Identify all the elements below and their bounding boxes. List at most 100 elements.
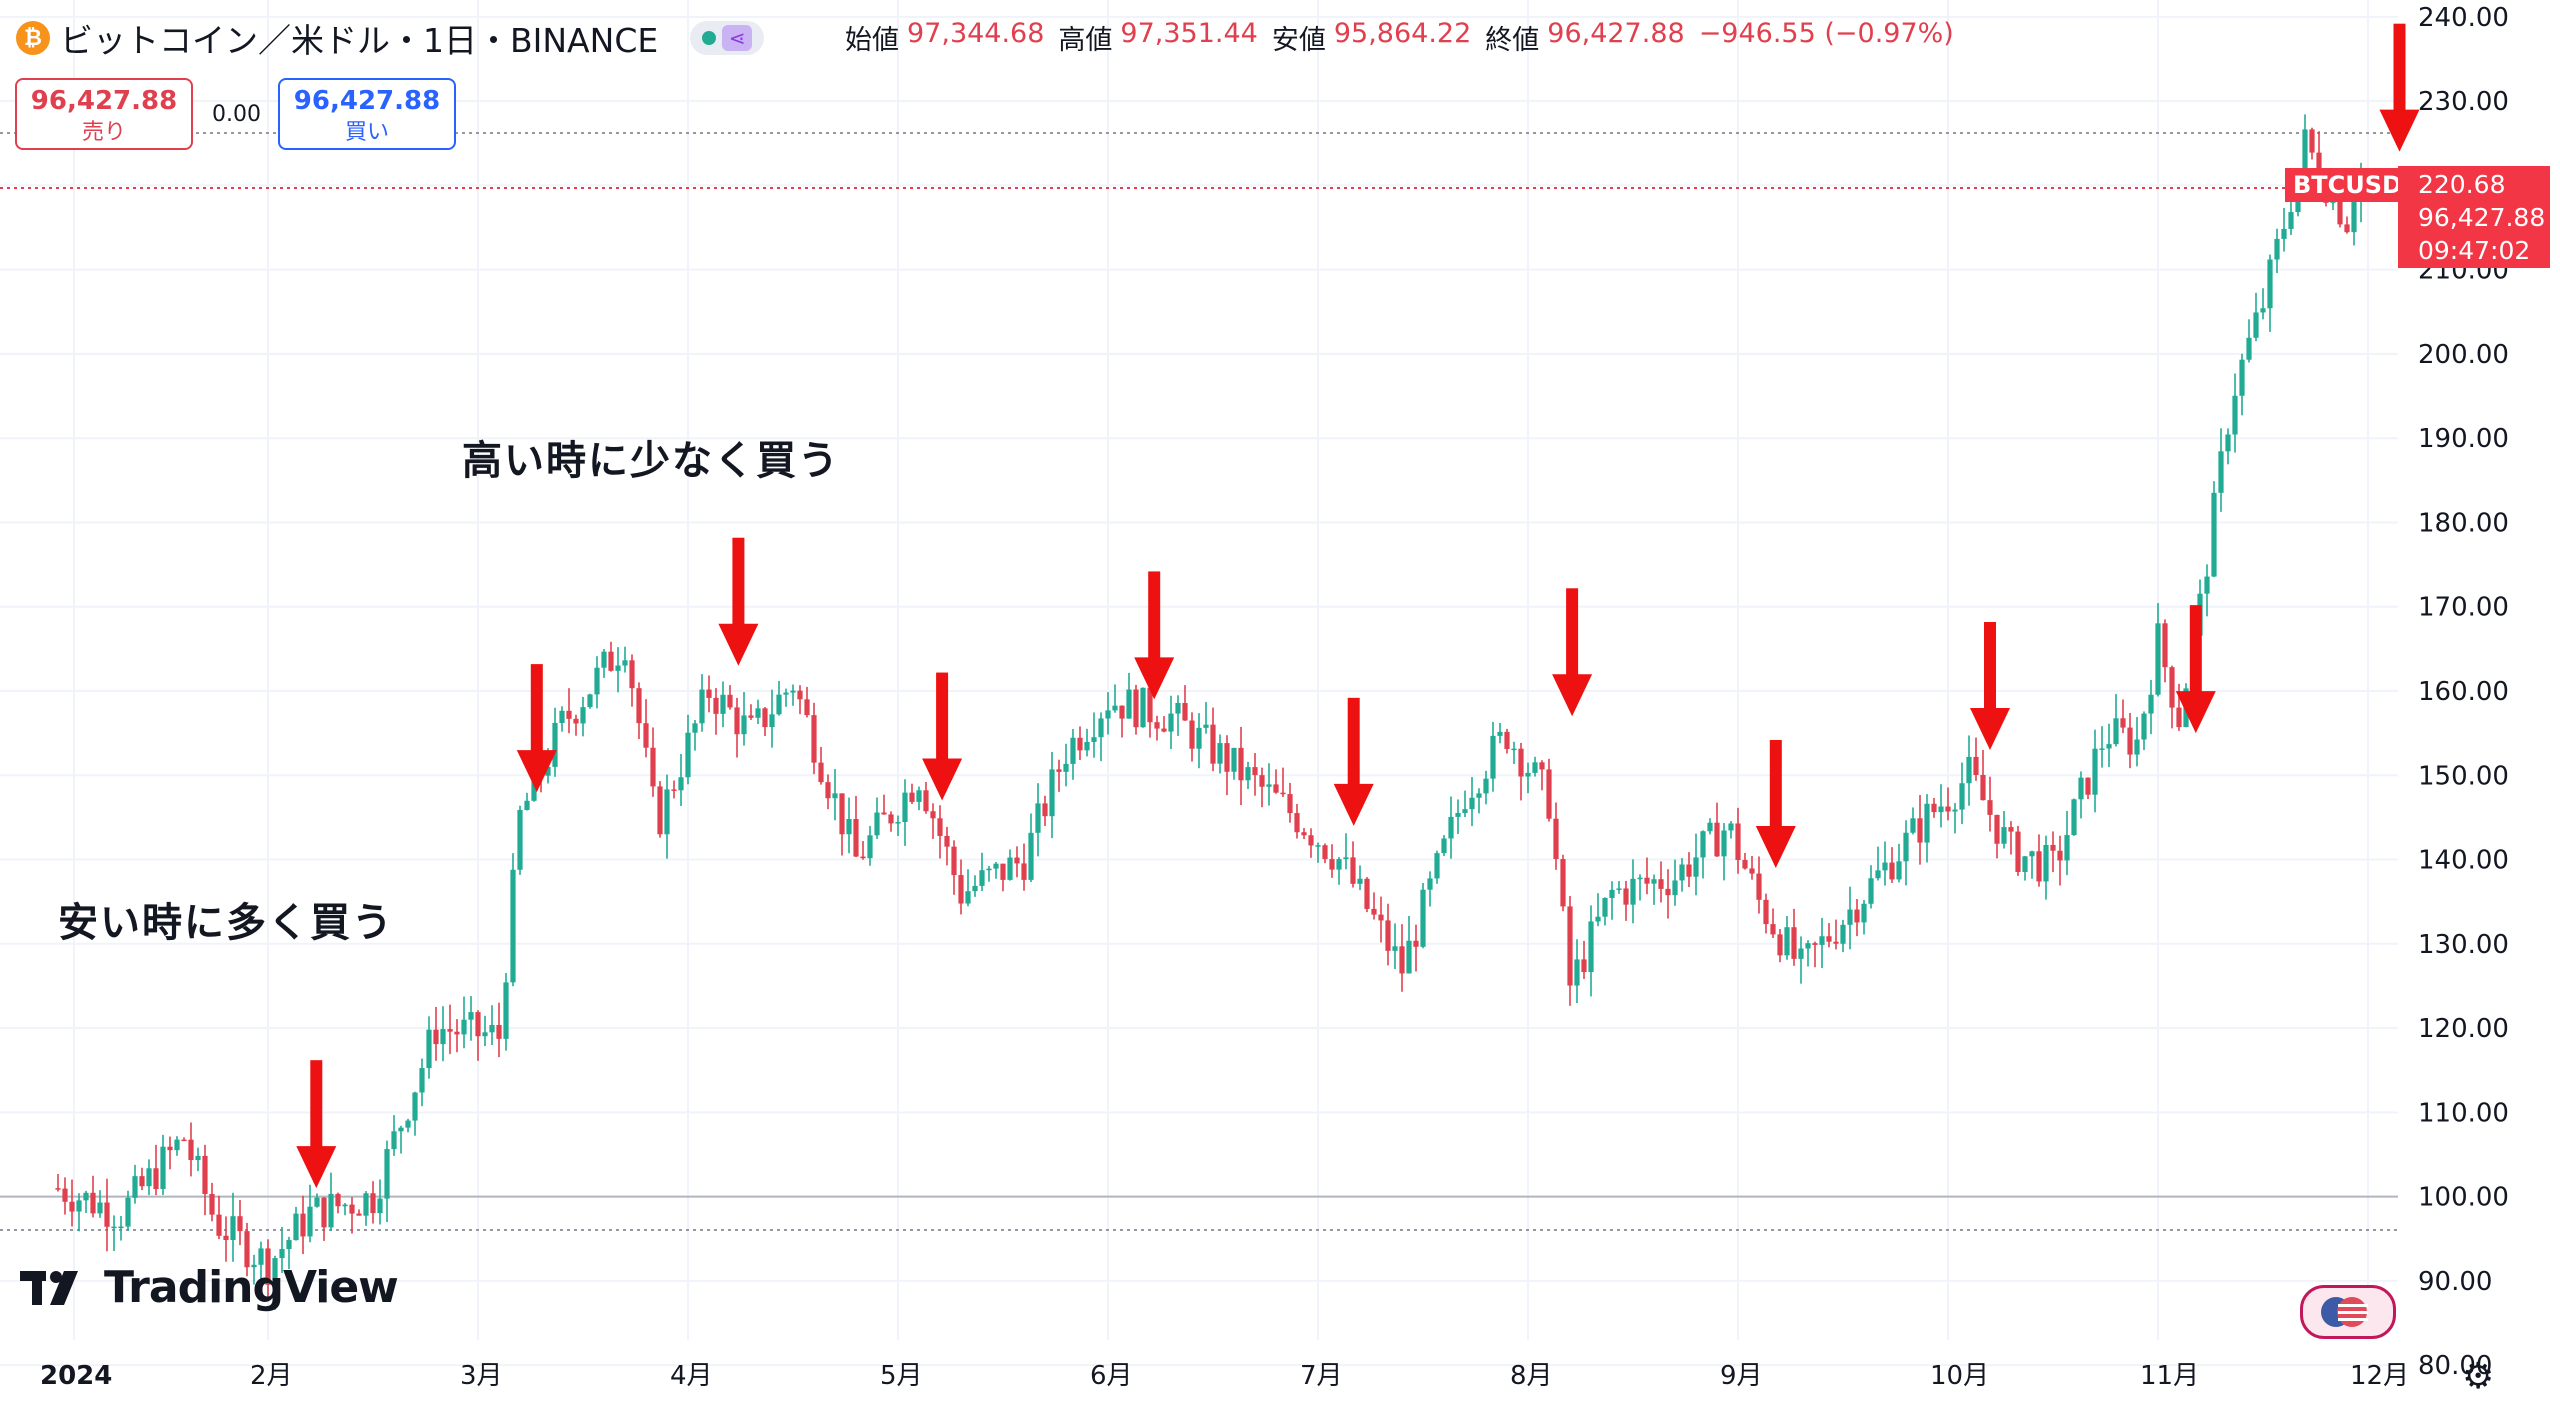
low-label: 安値 xyxy=(1271,25,1326,56)
candle-body xyxy=(776,694,782,715)
candle-body xyxy=(944,835,950,847)
candle-body xyxy=(874,812,880,836)
candle-body xyxy=(237,1216,243,1232)
candle-body xyxy=(2169,667,2175,708)
arrow-shaft xyxy=(1769,739,1782,830)
candle-body xyxy=(153,1168,159,1190)
candle-body xyxy=(1448,816,1454,839)
candle-body xyxy=(902,792,908,823)
candle-body xyxy=(1980,774,1986,801)
candle-body xyxy=(601,651,607,668)
candle-body xyxy=(1889,862,1895,880)
candle-body xyxy=(1007,857,1013,880)
y-tick-label: 100.00 xyxy=(2418,1183,2509,1213)
candle-body xyxy=(1665,888,1671,896)
buy-button[interactable]: 96,427.88 買い xyxy=(278,78,456,150)
candle-body xyxy=(1042,803,1048,817)
candle-body xyxy=(1378,914,1384,921)
candle-body xyxy=(83,1192,89,1201)
candle-body xyxy=(181,1139,187,1142)
candle-body xyxy=(1518,748,1524,777)
candle-body xyxy=(1140,687,1146,728)
candle-body xyxy=(1595,916,1601,922)
candle-body xyxy=(1392,946,1398,951)
candle-body xyxy=(1686,864,1692,877)
candle-body xyxy=(888,814,894,824)
x-tick-label: 12月 xyxy=(2350,1361,2409,1391)
candle-body xyxy=(748,715,754,718)
candle-body xyxy=(2204,576,2210,594)
candle-body xyxy=(937,818,943,836)
candle-body xyxy=(545,766,551,776)
candle-body xyxy=(1049,769,1055,817)
candle-body xyxy=(328,1193,334,1228)
candle-body xyxy=(496,1025,502,1039)
candle-body xyxy=(2232,395,2238,435)
candle-body xyxy=(314,1197,320,1207)
candle-body xyxy=(993,863,999,869)
share-icon[interactable]: ⋖ xyxy=(722,25,753,51)
candle-body xyxy=(503,982,509,1039)
candle-body xyxy=(1357,878,1363,884)
candle-body xyxy=(559,710,565,723)
candle-body xyxy=(468,1012,474,1020)
us-flag-icon[interactable] xyxy=(2300,1285,2396,1339)
candle-body xyxy=(727,694,733,708)
candle-body xyxy=(1147,687,1153,723)
candle-body xyxy=(1931,803,1937,813)
candle-body xyxy=(1826,936,1832,942)
sell-button[interactable]: 96,427.88 売り xyxy=(15,78,193,150)
settings-gear-icon[interactable]: ⚙ xyxy=(2462,1356,2495,1397)
x-tick-label: 4月 xyxy=(670,1361,713,1391)
market-open-dot-icon xyxy=(702,31,717,45)
candle-body xyxy=(62,1188,68,1202)
bitcoin-icon: ₿ xyxy=(16,21,50,55)
candle-body xyxy=(2274,238,2280,260)
last-price-value: 220.68 xyxy=(2418,170,2506,199)
candle-body xyxy=(1553,818,1559,860)
status-pill[interactable]: ⋖ xyxy=(690,21,765,55)
candle-body xyxy=(90,1192,96,1214)
candle-body xyxy=(370,1193,376,1214)
arrow-head xyxy=(718,623,759,666)
candle-body xyxy=(2211,492,2217,577)
x-tick-label: 11月 xyxy=(2140,1361,2199,1391)
arrow-head xyxy=(1134,657,1175,700)
candle-body xyxy=(1959,783,1965,810)
candle-body xyxy=(1546,769,1552,819)
candle-body xyxy=(1252,767,1258,776)
bar-countdown: 09:47:02 xyxy=(2418,236,2531,265)
close-value: 96,427.88 xyxy=(1547,18,1685,49)
sell-price: 96,427.88 xyxy=(30,86,178,116)
candle-body xyxy=(202,1155,208,1194)
candle-body xyxy=(1322,845,1328,860)
candle-body xyxy=(1749,868,1755,874)
candle-body xyxy=(1273,784,1279,793)
candle-body xyxy=(965,891,971,904)
x-tick-label: 7月 xyxy=(1300,1361,1343,1391)
candle-body xyxy=(706,689,712,698)
arrow-head xyxy=(1970,707,2010,750)
candle-body xyxy=(1567,906,1573,986)
x-tick-label: 9月 xyxy=(1720,1361,1763,1391)
symbol-title[interactable]: ビットコイン／米ドル・1日・BINANCE xyxy=(60,21,659,60)
candle-body xyxy=(1539,762,1545,770)
symbol-header: ₿ ビットコイン／米ドル・1日・BINANCE ⋖ xyxy=(16,14,765,62)
candle-body xyxy=(1672,880,1678,896)
tradingview-logo[interactable]: TradingView xyxy=(20,1262,399,1313)
low-value: 95,864.22 xyxy=(1333,18,1472,49)
candle-body xyxy=(1329,859,1335,870)
candle-body xyxy=(580,707,586,724)
spread-value: 0.00 xyxy=(212,102,261,127)
candle-body xyxy=(1385,920,1391,951)
candle-body xyxy=(762,708,768,728)
candle-body xyxy=(1343,857,1349,860)
candle-body xyxy=(916,790,922,802)
candle-body xyxy=(1721,830,1727,857)
candle-body xyxy=(2078,777,2084,800)
candle-body xyxy=(2155,623,2161,695)
candle-body xyxy=(118,1226,124,1229)
candle-body xyxy=(657,786,663,835)
candle-body xyxy=(1336,859,1342,870)
